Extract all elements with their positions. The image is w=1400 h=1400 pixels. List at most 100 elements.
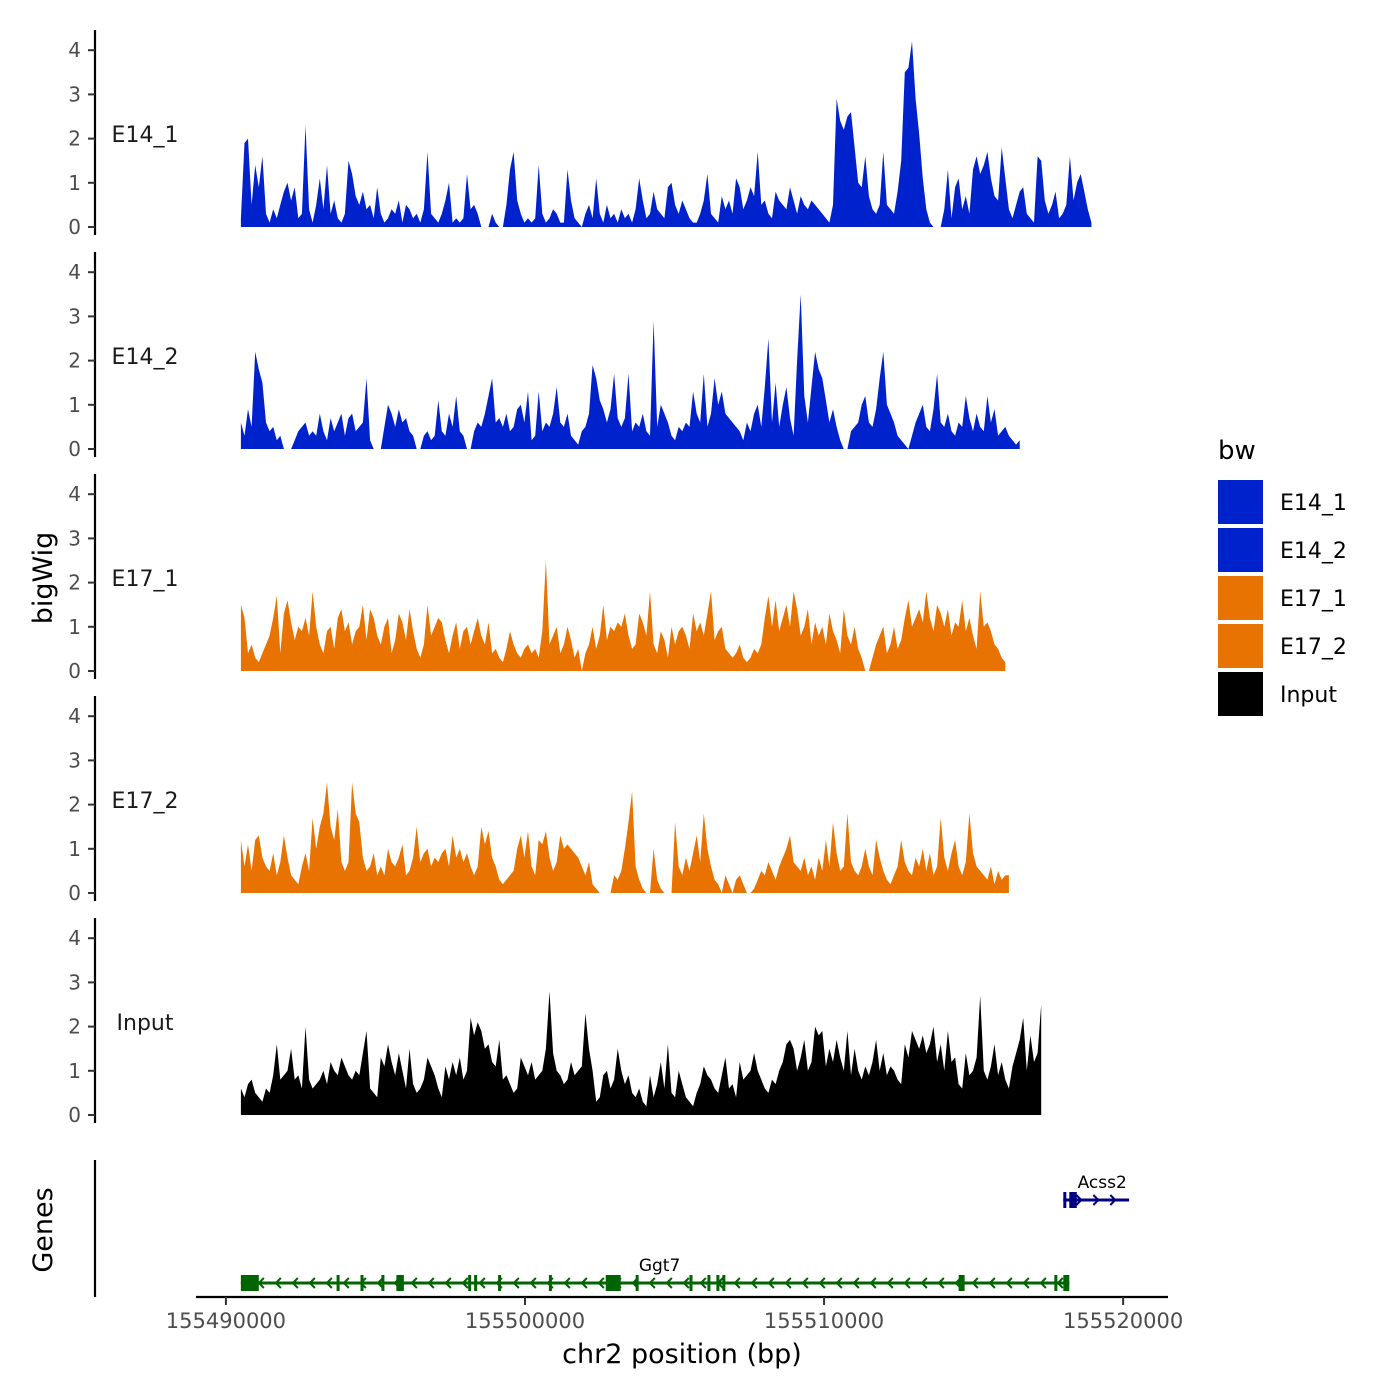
y-tick-label: 1 — [68, 171, 81, 195]
area-e17-1 — [240, 560, 1006, 671]
y-tick-label: 3 — [68, 970, 81, 994]
strand-arrow — [784, 1277, 792, 1289]
exon — [381, 1275, 385, 1291]
y-tick-label: 1 — [68, 837, 81, 861]
x-tick-label: 155510000 — [764, 1309, 884, 1333]
area-e17-2 — [240, 782, 1009, 893]
strand-arrow — [529, 1277, 537, 1289]
legend-key — [1218, 576, 1263, 620]
area-e14-1 — [240, 41, 1092, 228]
exon — [548, 1275, 552, 1291]
strand-arrow — [1005, 1277, 1013, 1289]
track-label: E17_1 — [112, 567, 179, 592]
strand-arrow — [818, 1277, 826, 1289]
legend: E14_1 E14_2 E17_1 E17_2 Input — [1218, 480, 1347, 716]
y-tick-label: 2 — [68, 793, 81, 817]
strand-arrow — [767, 1277, 775, 1289]
strand-arrow — [1109, 1194, 1117, 1206]
strand-arrow — [1075, 1194, 1083, 1206]
y-axis-title: bigWig — [28, 532, 59, 625]
y-tick-label: 2 — [68, 571, 81, 595]
area-e14-2 — [240, 294, 1020, 449]
y-tick-label: 2 — [68, 1015, 81, 1039]
exon — [360, 1275, 364, 1291]
area-input — [240, 991, 1042, 1115]
y-tick-label: 3 — [68, 748, 81, 772]
exon — [396, 1275, 404, 1291]
strand-arrow — [920, 1277, 928, 1289]
exon — [605, 1275, 621, 1291]
y-tick-label: 4 — [68, 926, 81, 950]
strand-arrow — [597, 1277, 605, 1289]
exon — [958, 1275, 965, 1291]
y-tick-label: 4 — [68, 704, 81, 728]
strand-arrow — [461, 1277, 469, 1289]
x-tick-label: 155500000 — [465, 1309, 585, 1333]
y-tick-label: 0 — [68, 881, 81, 905]
legend-label: E14_2 — [1280, 539, 1347, 564]
y-tick-label: 3 — [68, 304, 81, 328]
exon — [707, 1275, 711, 1291]
legend-key — [1218, 528, 1263, 572]
exon — [474, 1275, 478, 1291]
gene-panel: Ggt7 Acss2 — [93, 1160, 1130, 1297]
strand-arrow — [750, 1277, 758, 1289]
exon — [722, 1275, 726, 1291]
legend-label: Input — [1280, 683, 1337, 708]
strand-arrow — [886, 1277, 894, 1289]
x-axis: 155490000 155500000 155510000 155520000 — [166, 1295, 1183, 1333]
exon — [635, 1275, 639, 1291]
tracks: 0 1 2 3 4 E14_1 0 1 2 3 4 E14_2 0 1 2 3 4 E17_1 0 1 2 3 4 E17_2… — [68, 30, 1092, 1127]
strand-arrow — [699, 1277, 707, 1289]
exon — [1063, 1192, 1067, 1208]
strand-arrow — [427, 1277, 435, 1289]
strand-arrow — [274, 1277, 282, 1289]
x-tick-label: 155490000 — [166, 1309, 286, 1333]
strand-arrow — [835, 1277, 843, 1289]
strand-arrow — [342, 1277, 350, 1289]
legend-key — [1218, 480, 1263, 524]
strand-arrow — [1092, 1194, 1100, 1206]
exon — [689, 1275, 693, 1291]
strand-arrow — [325, 1277, 333, 1289]
y-tick-label: 1 — [68, 615, 81, 639]
strand-arrow — [682, 1277, 690, 1289]
track-label: Input — [117, 1011, 174, 1036]
strand-arrow — [291, 1277, 299, 1289]
track-input: 0 1 2 3 4 Input — [68, 918, 1042, 1127]
y-tick-label: 2 — [68, 127, 81, 151]
strand-arrow — [1056, 1277, 1064, 1289]
exon — [336, 1275, 340, 1291]
strand-arrow — [665, 1277, 673, 1289]
gene-label: Acss2 — [1078, 1173, 1127, 1193]
y-tick-label: 0 — [68, 1103, 81, 1127]
track-label: E14_2 — [112, 345, 179, 370]
strand-arrow — [971, 1277, 979, 1289]
y-tick-label: 0 — [68, 437, 81, 461]
exon — [716, 1275, 720, 1291]
gene-acss2: Acss2 — [1063, 1173, 1130, 1208]
track-label: E14_1 — [112, 123, 179, 148]
y-tick-label: 0 — [68, 215, 81, 239]
strand-arrow — [801, 1277, 809, 1289]
y-tick-label: 4 — [68, 482, 81, 506]
legend-key — [1218, 672, 1263, 716]
legend-key — [1218, 624, 1263, 668]
strand-arrow — [733, 1277, 741, 1289]
y-tick-label: 4 — [68, 38, 81, 62]
strand-arrow — [1022, 1277, 1030, 1289]
exon — [1069, 1192, 1077, 1208]
legend-label: E17_2 — [1280, 635, 1347, 660]
exon — [468, 1275, 472, 1291]
track-e17-2: 0 1 2 3 4 E17_2 — [68, 696, 1009, 905]
exon — [498, 1275, 502, 1291]
gene-ggt7: Ggt7 — [240, 1256, 1070, 1291]
strand-arrow — [988, 1277, 996, 1289]
x-tick-label: 155520000 — [1063, 1309, 1183, 1333]
strand-arrow — [478, 1277, 486, 1289]
gene-label: Ggt7 — [639, 1256, 680, 1276]
track-e17-1: 0 1 2 3 4 E17_1 — [68, 474, 1006, 683]
exon — [1054, 1275, 1058, 1291]
x-axis-title: chr2 position (bp) — [562, 1339, 802, 1370]
